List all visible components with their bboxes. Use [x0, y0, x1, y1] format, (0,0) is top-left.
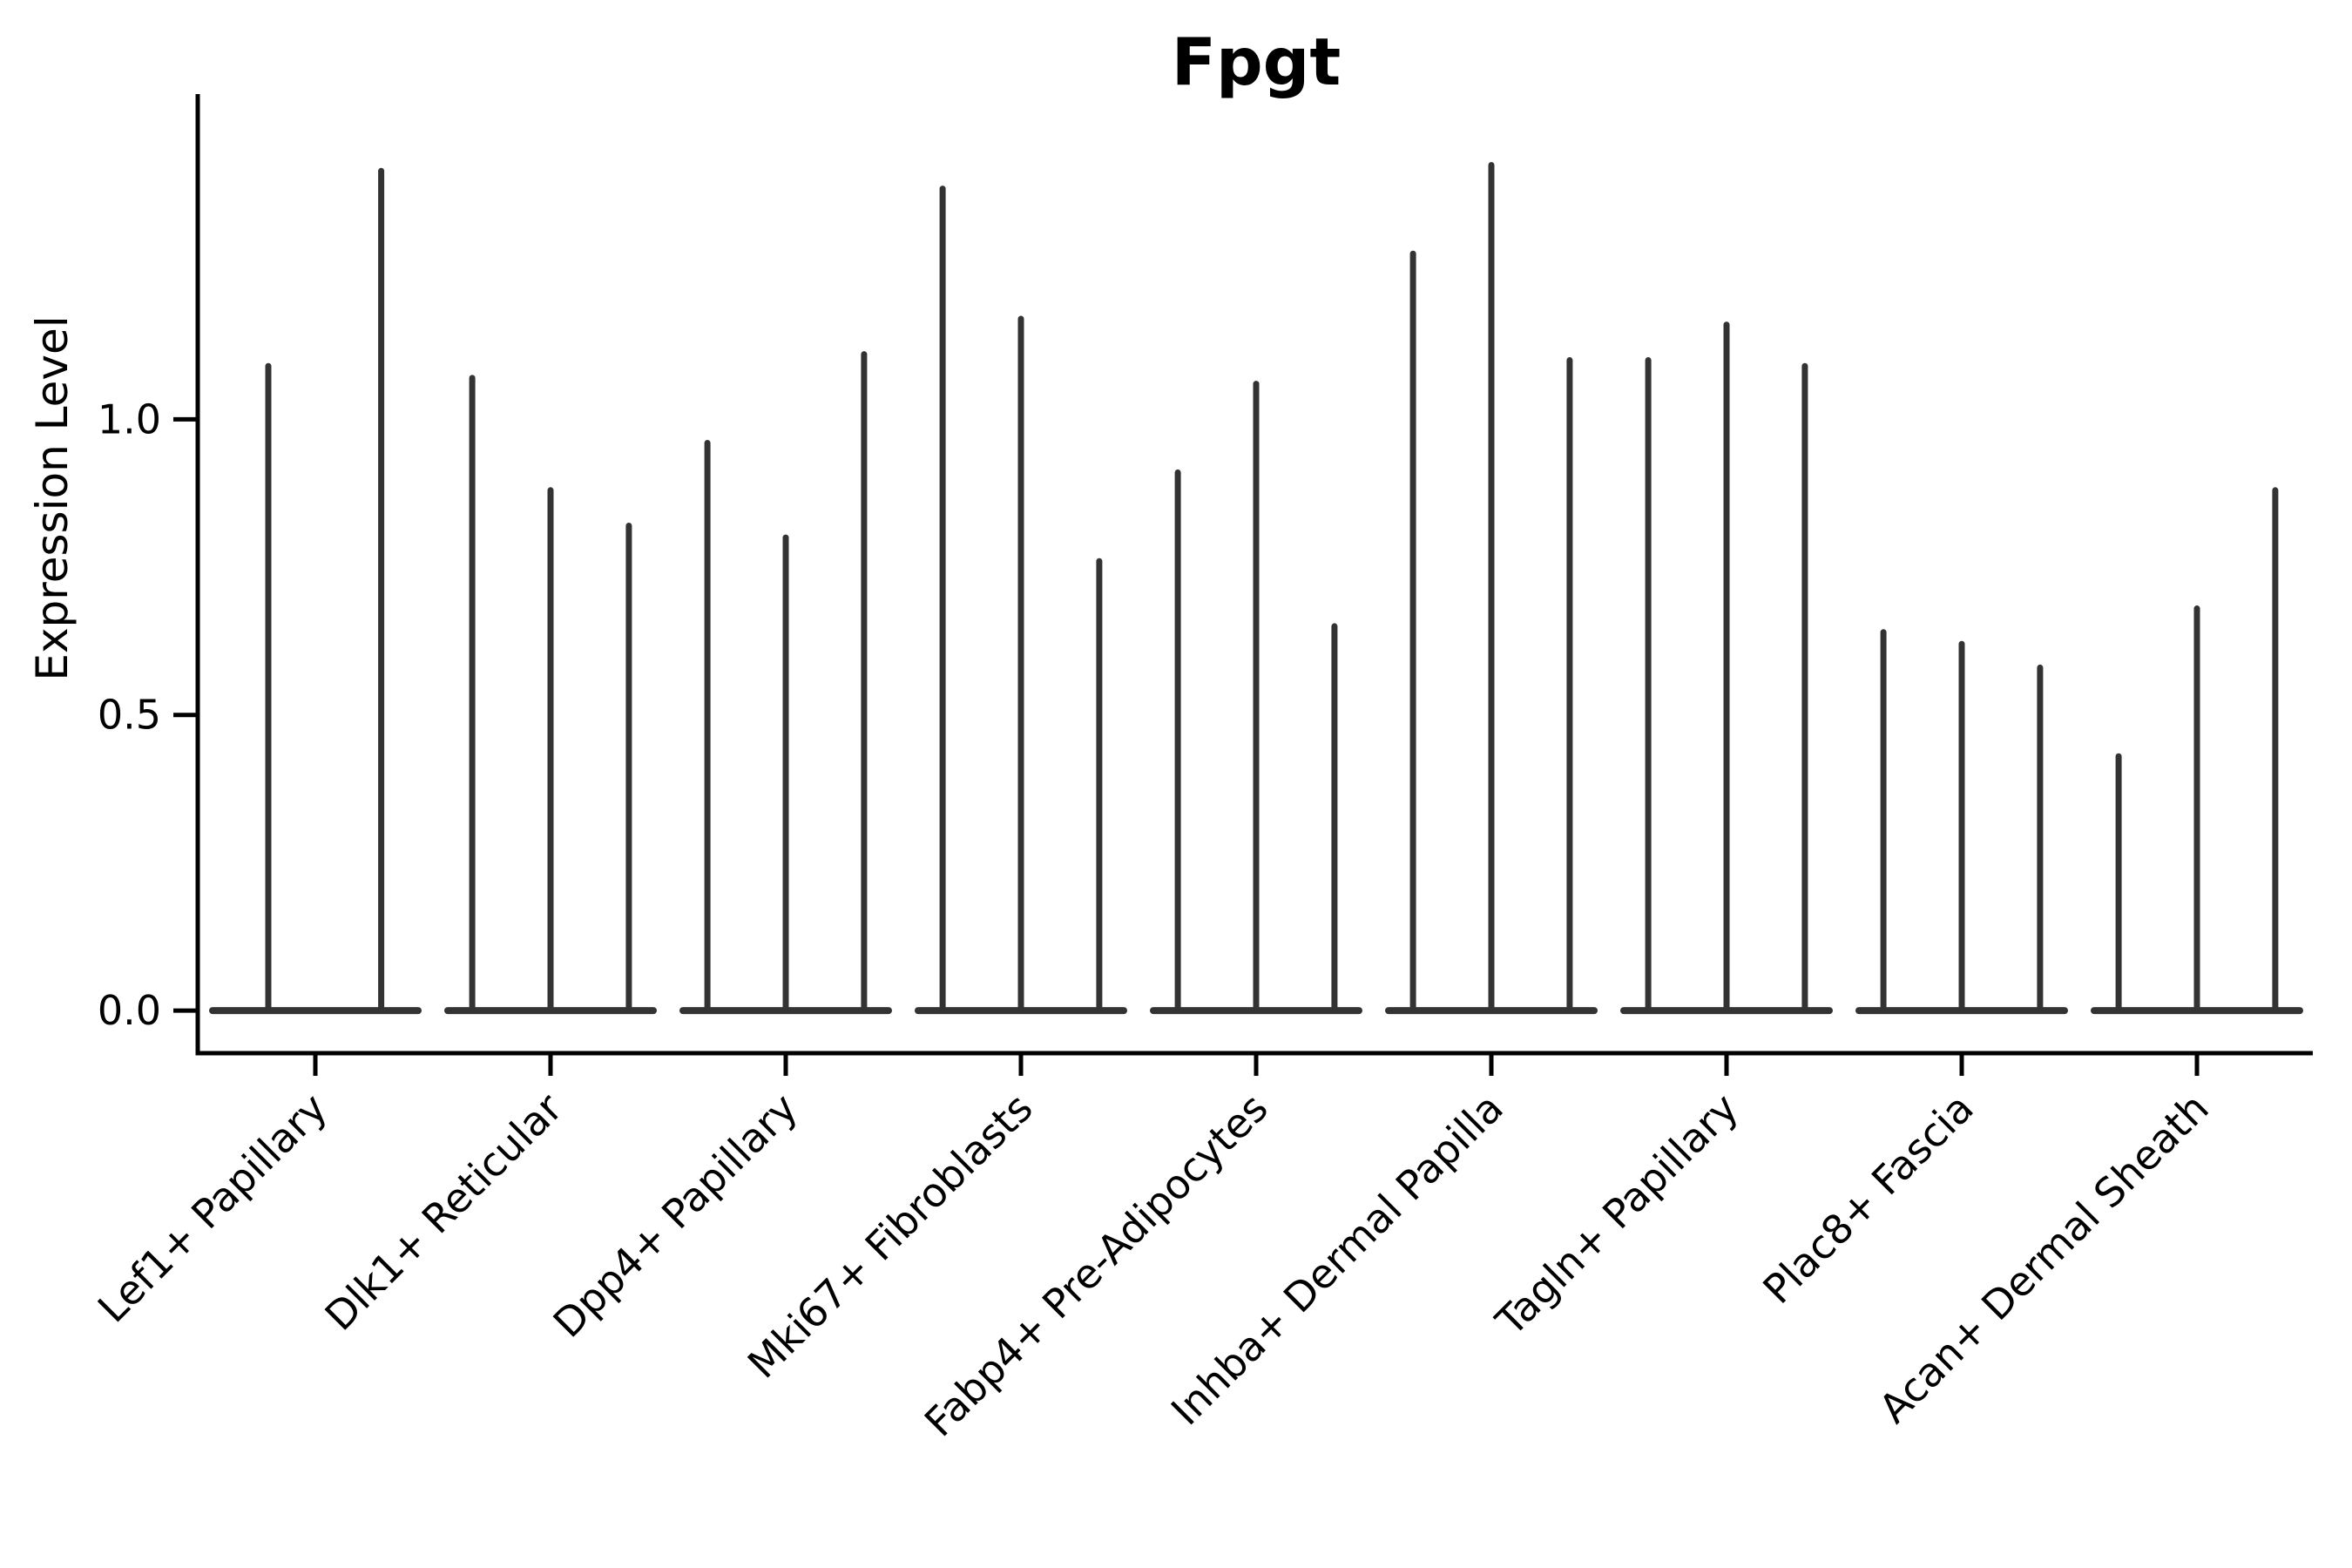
chart-title: Fpgt [1171, 24, 1342, 100]
x-tick-label: Dlk1+ Reticular [316, 1085, 571, 1340]
y-tick-label: 0.0 [98, 987, 161, 1034]
x-tick-label: Tagln+ Papillary [1486, 1085, 1747, 1346]
x-tick-label: Plac8+ Fascia [1754, 1085, 1982, 1313]
x-tick-label: Lef1+ Papillary [89, 1085, 336, 1332]
y-tick-label: 0.5 [98, 692, 161, 739]
x-tick-label: Dpp4+ Papillary [544, 1085, 807, 1347]
y-tick-label: 1.0 [98, 395, 161, 443]
